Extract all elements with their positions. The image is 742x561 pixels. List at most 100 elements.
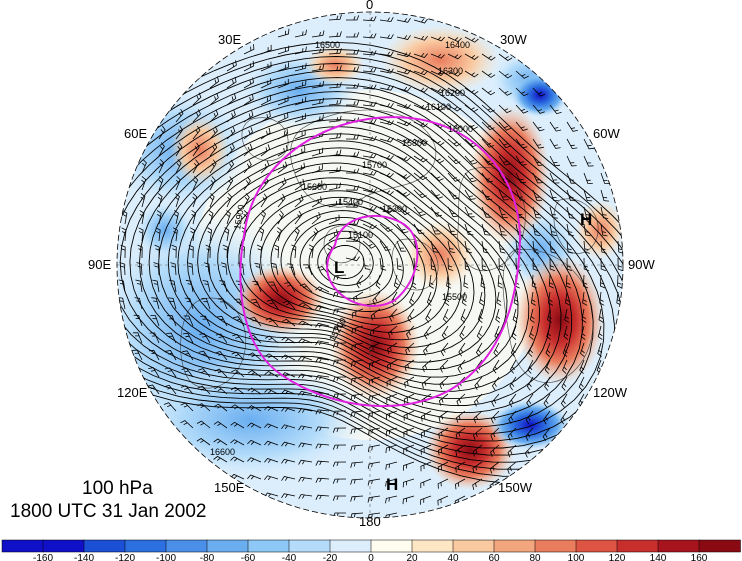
wind-barb (481, 138, 495, 148)
wind-barb (350, 376, 364, 384)
wind-barb (315, 322, 330, 328)
wind-barb (345, 256, 360, 262)
map-boundary (116, 11, 624, 519)
wind-barb (498, 155, 511, 166)
wind-barb (413, 53, 428, 58)
wind-barb (529, 308, 535, 323)
wind-barb (175, 193, 180, 208)
wind-barb (545, 342, 551, 357)
wind-barb (332, 427, 347, 433)
wind-barb (456, 393, 466, 407)
wind-barb (515, 138, 528, 149)
wind-barb (430, 223, 441, 235)
wind-barb (243, 176, 251, 191)
wind-barb (439, 376, 449, 390)
graticule (117, 12, 623, 518)
wind-barb (150, 315, 160, 327)
wind-barb (430, 70, 445, 76)
wind-barb (498, 121, 512, 131)
wind-barb (350, 444, 364, 452)
wind-barb (362, 84, 377, 90)
wind-barb (481, 257, 488, 272)
wind-barb (379, 240, 391, 251)
wind-barb (511, 325, 517, 340)
wind-barb (543, 410, 551, 425)
wind-barb (213, 421, 228, 429)
wind-barb (180, 420, 194, 429)
wind-barb (600, 172, 610, 184)
height-contour-line (280, 210, 415, 312)
wind-barb (362, 188, 377, 194)
height-contour-line (139, 112, 573, 414)
wind-barb (566, 206, 575, 219)
wind-barb (515, 70, 529, 79)
wind-barb (294, 227, 300, 242)
wind-barb (421, 376, 432, 389)
wind-barb (464, 223, 474, 236)
wind-barb (367, 461, 381, 469)
wind-barb (413, 104, 428, 110)
wind-barb (447, 189, 460, 200)
wind-barb (294, 29, 307, 38)
wind-barb (224, 227, 230, 242)
wind-barb (243, 127, 253, 140)
wind-barb (332, 359, 347, 365)
wind-barb (328, 149, 342, 157)
wind-barb (420, 444, 432, 455)
wind-barb (546, 325, 552, 340)
lon-label-180: 180 (359, 514, 381, 529)
wind-barb (548, 274, 554, 289)
high-center-label-south: H (386, 475, 398, 494)
wind-barb (209, 159, 217, 174)
wind-barb (369, 359, 381, 369)
lon-label-60e: 60E (124, 126, 147, 141)
wind-barb (583, 189, 593, 202)
wind-barb (230, 421, 245, 429)
wind-barb (260, 127, 271, 140)
contour-label: 15800 (402, 138, 427, 148)
wind-barb (464, 206, 475, 218)
wind-barb (350, 495, 364, 502)
wind-barb (249, 316, 262, 327)
wind-barb (140, 193, 146, 208)
wind-barb (328, 115, 342, 123)
wind-barb (420, 478, 432, 489)
wind-barb (510, 342, 517, 357)
wind-barb (192, 159, 200, 174)
wind-barb (561, 376, 568, 391)
wind-barb (192, 109, 201, 123)
wind-barb (566, 189, 576, 202)
wind-barb (350, 461, 364, 468)
wind-barb (362, 153, 377, 159)
lon-label-90w: 90W (628, 257, 655, 272)
wind-barb (413, 87, 428, 93)
colorbar-tick-label: 100 (568, 553, 585, 561)
wind-barb (379, 223, 393, 232)
lon-label-30e: 30E (218, 32, 241, 47)
wind-barb (438, 393, 449, 406)
wind-barb (437, 495, 449, 506)
colorbar-swatch (165, 539, 208, 553)
wind-barb (260, 210, 266, 225)
wind-barb (247, 370, 262, 378)
colorbar-tick-label: -40 (282, 553, 297, 561)
wind-barb (205, 244, 211, 259)
wind-barb (404, 359, 415, 372)
height-contour-line (325, 245, 365, 279)
wind-barb (396, 104, 411, 109)
wind-barb (298, 494, 313, 499)
wind-barb (315, 494, 330, 500)
wind-barb (260, 160, 270, 174)
wind-barb (311, 147, 324, 157)
colorbar-swatch (452, 539, 495, 553)
wind-barb (164, 367, 177, 378)
wind-barb (442, 308, 449, 323)
wind-barb (328, 48, 342, 55)
wind-barb (544, 376, 551, 391)
wind-barb (379, 51, 394, 57)
wind-barb (132, 349, 143, 361)
colorbar-tick-label: 80 (529, 553, 541, 561)
wind-barb (464, 257, 471, 271)
wind-barb (247, 387, 262, 395)
wind-barb (119, 262, 126, 276)
